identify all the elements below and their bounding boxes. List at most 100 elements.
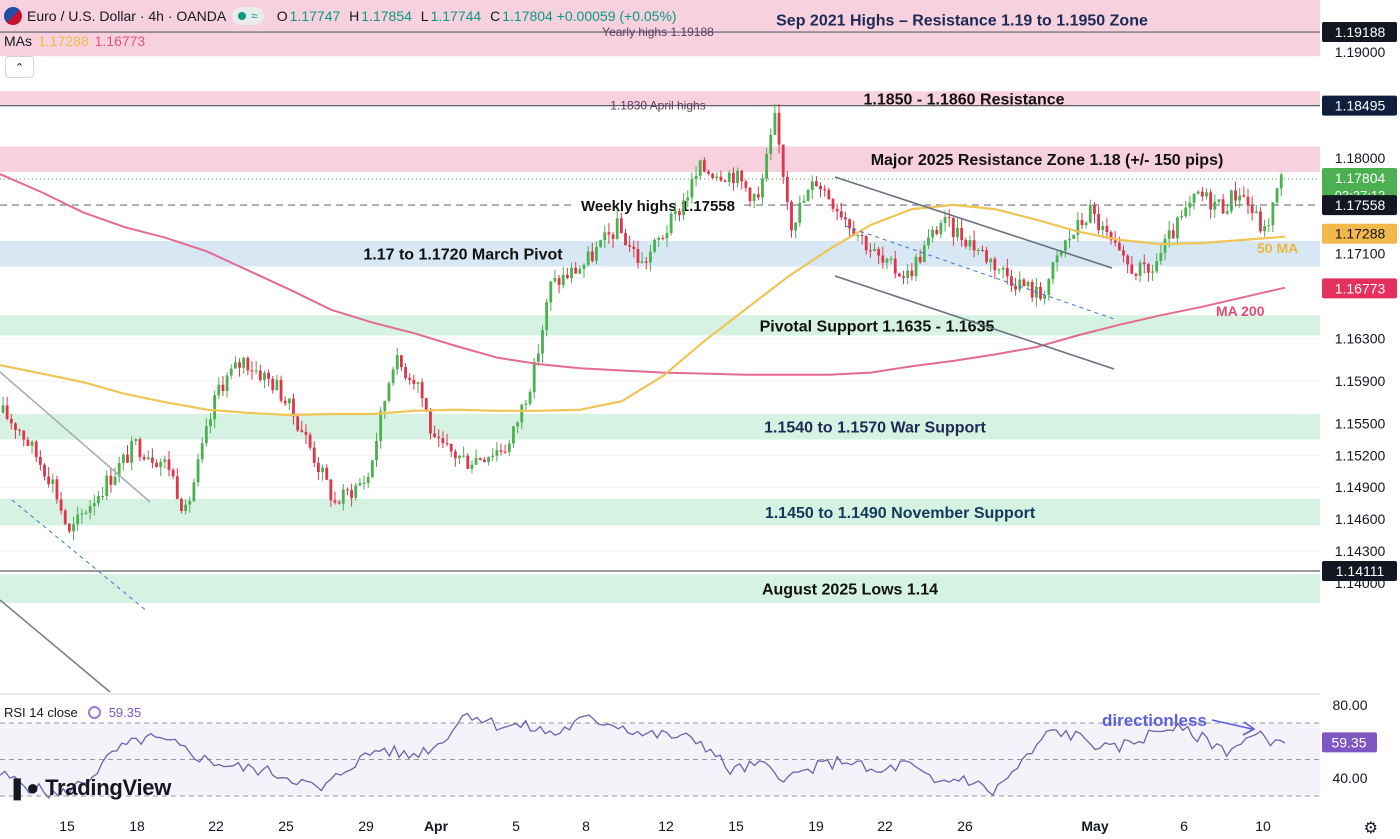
candle-body [337,502,341,504]
rsi-label: RSI 14 close [4,705,78,720]
candle-body [263,372,266,381]
candle-body [1246,196,1250,206]
left-trend-line-mid [11,499,149,613]
candle-body [491,455,495,457]
candle-body [1147,264,1150,273]
candle-body [922,245,926,263]
candle-body [130,441,134,463]
collapse-legend-button[interactable]: ⌃ [5,56,34,78]
candle-body [885,258,889,263]
left-trend-line-upper [0,371,151,503]
zone-1 [0,91,1320,107]
candle-body [462,455,466,457]
zone-label-6: 1.1450 to 1.1490 November Support [765,505,1036,522]
x-tick-label-9: 15 [728,818,744,834]
market-status-pill[interactable]: ≈ [232,7,264,25]
candle-body [1084,222,1088,226]
candle-body [528,392,532,404]
loading-icon [87,706,101,719]
rsi-legend[interactable]: RSI 14 close 59.35 [4,705,141,720]
candle-body [121,454,125,463]
candle-body [196,459,200,483]
candle-body [279,379,283,401]
candle-body [898,273,901,277]
candle-body [1093,204,1096,215]
ma-legend[interactable]: MAs 1.17288 1.16773 [4,33,145,49]
candle-body [155,462,158,467]
candle-body [951,217,955,237]
candle-body [541,330,544,354]
candle-body [329,479,333,501]
candle-body [1122,250,1125,256]
candle-body [810,181,814,191]
y-tick-label-8: 1.14600 [1335,511,1386,527]
settings-gear-icon[interactable]: ⚙ [1363,820,1378,837]
zone-6 [0,498,1320,526]
chevron-up-icon: ⌃ [14,61,25,74]
candle-body [507,443,511,453]
candle-body [902,276,905,278]
candle-body [868,250,872,252]
tradingview-logo[interactable]: ❚● TradingView [8,775,171,801]
candle-body [682,200,685,216]
candle-body [1072,234,1076,239]
candle-body [34,441,38,457]
candle-body [51,479,55,485]
symbol-title[interactable]: Euro / U.S. Dollar · 4h · OANDA [27,8,227,24]
candle-body [171,470,175,477]
candle-body [429,411,432,434]
candle-body [246,357,250,371]
candle-body [1068,238,1071,241]
candle-body [536,353,540,362]
change-value: +0.00059 (+0.05%) [556,8,677,24]
candle-body [632,246,636,249]
candle-body [906,270,910,278]
candle-body [1205,192,1208,197]
candle-body [1076,220,1080,235]
candle-body [976,249,980,251]
level-label-0: Yearly highs 1.19188 [602,25,714,39]
candle-body [566,274,569,279]
price-tag-3 [1322,195,1397,216]
directionless-arrowhead [1242,721,1256,736]
candle-body [972,240,976,251]
candle-body [109,475,113,485]
candle-body [993,258,997,271]
x-tick-label-2: 22 [208,818,224,834]
candle-body [889,258,893,260]
candle-body [603,232,607,241]
candle-body [250,370,254,372]
candle-body [823,189,827,191]
candle-body [740,170,744,182]
candle-body [138,439,142,457]
candle-body [254,370,258,372]
candle-body [30,441,34,446]
y-tick-label-0: 1.19000 [1335,44,1386,60]
candle-body [1234,190,1237,201]
candle-body [1213,201,1217,210]
candle-body [453,451,457,459]
candle-body [574,267,578,274]
candle-body [852,228,856,237]
candle-body [1155,261,1159,272]
candle-body [88,506,92,513]
candle-body [375,440,378,461]
candle-body [1271,202,1275,226]
candle-body [63,510,67,524]
price-tag-4 [1322,223,1397,244]
candle-body [844,217,847,220]
candle-body [503,451,507,453]
candle-body [690,179,694,198]
candle-body [412,379,416,384]
candle-body [1171,230,1175,239]
candle-body [1018,279,1022,290]
candle-body [117,462,121,477]
candle-body [101,496,104,498]
candle-body [927,237,930,246]
candle-body [341,489,345,504]
candle-body [184,504,187,512]
candle-body [1163,238,1167,253]
candle-body [1005,267,1009,277]
high-value: 1.17854 [361,8,412,24]
